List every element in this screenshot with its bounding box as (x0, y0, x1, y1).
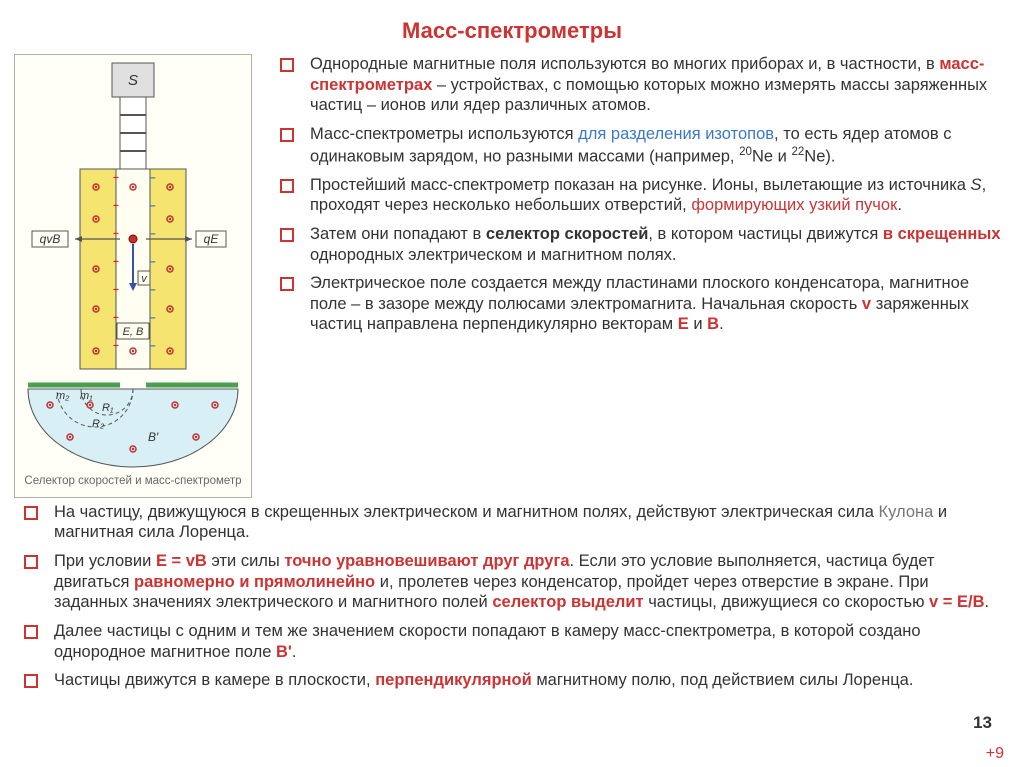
bullet-item: Однородные магнитные поля используются в… (270, 54, 1004, 116)
right-bullet-list: Однородные магнитные поля используются в… (270, 54, 1004, 498)
figure-caption: Селектор скоростей и масс-спектрометр (19, 473, 247, 491)
svg-text:B′: B′ (148, 430, 159, 444)
top-content-row: S (0, 54, 1024, 498)
svg-text:m₂: m₂ (56, 390, 70, 402)
svg-text:+: + (113, 285, 119, 296)
bullet-item: Затем они попадают в селектор скоростей,… (270, 224, 1004, 265)
svg-text:+: + (113, 173, 119, 184)
svg-text:R₂: R₂ (92, 418, 105, 430)
plus-nine-label: +9 (986, 745, 1004, 763)
bullet-item: Простейший масс-спектрометр показан на р… (270, 175, 1004, 216)
svg-text:+: + (113, 341, 119, 352)
figure-block: S (14, 54, 252, 498)
svg-text:qvB: qvB (40, 232, 61, 246)
page-number: 13 (973, 713, 992, 733)
svg-text:–: – (149, 198, 156, 212)
svg-text:E, B: E, B (123, 326, 144, 338)
svg-text:m₁: m₁ (80, 390, 93, 402)
bullet-item: Далее частицы с одним и тем же значением… (14, 621, 1004, 662)
bullet-item: Частицы движутся в камере в плоскости, п… (14, 670, 1004, 691)
svg-text:+: + (113, 229, 119, 240)
svg-text:+: + (113, 201, 119, 212)
svg-text:–: – (149, 170, 156, 184)
svg-text:–: – (149, 338, 156, 352)
svg-text:–: – (149, 310, 156, 324)
bottom-bullet-list: На частицу, движущуюся в скрещенных элек… (0, 498, 1024, 691)
svg-text:qE: qE (204, 232, 220, 246)
mass-spectrometer-diagram: S (20, 59, 246, 469)
svg-text:–: – (149, 254, 156, 268)
bullet-item: При условии E = vB эти силы точно уравно… (14, 551, 1004, 613)
svg-text:+: + (113, 313, 119, 324)
svg-text:R₁: R₁ (102, 402, 114, 414)
page-title: Масс-спектрометры (0, 0, 1024, 54)
bullet-item: Электрическое поле создается между пласт… (270, 273, 1004, 335)
bullet-item: Масс-спектрометры используются для разде… (270, 124, 1004, 167)
figure-box: S (14, 54, 252, 498)
svg-text:S: S (128, 72, 138, 89)
svg-text:+: + (113, 257, 119, 268)
svg-text:–: – (149, 226, 156, 240)
bullet-item: На частицу, движущуюся в скрещенных элек… (14, 502, 1004, 543)
